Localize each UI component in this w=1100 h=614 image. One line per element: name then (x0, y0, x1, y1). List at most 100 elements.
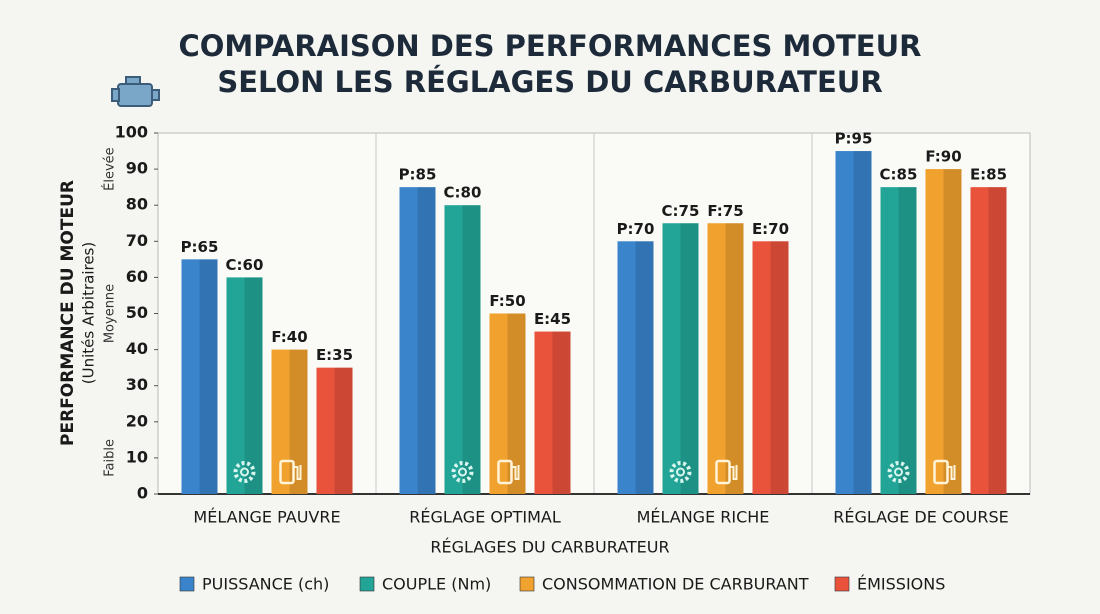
bar-shade (770, 241, 789, 494)
legend-swatch (519, 576, 535, 592)
value-label: F:50 (489, 292, 525, 310)
bar-group (835, 151, 872, 495)
bar-shade (417, 187, 436, 494)
x-tick-label: MÉLANGE RICHE (637, 508, 770, 527)
bar-group (970, 187, 1007, 494)
x-tick-label: RÉGLAGE DE COURSE (833, 508, 1009, 527)
bar (181, 259, 218, 494)
bar-shade (244, 277, 263, 494)
engine-icon (111, 76, 160, 107)
x-axis-title: RÉGLAGES DU CARBURATEUR (430, 538, 669, 557)
bar-group (489, 313, 526, 494)
fuel-icon (729, 465, 738, 480)
gear-icon (458, 467, 467, 477)
bar-shade (988, 187, 1007, 494)
y-tick-label: 80 (126, 195, 148, 214)
y-tick-label: 20 (126, 411, 148, 430)
fuel-icon (947, 465, 956, 480)
gear-icon (887, 461, 910, 483)
value-label: P:85 (399, 166, 437, 184)
bar (489, 313, 526, 494)
bar (399, 187, 436, 494)
fuel-icon (715, 459, 731, 485)
bar-shade (334, 367, 353, 494)
legend-swatch (834, 576, 850, 592)
bar (534, 331, 571, 494)
gear-icon (233, 461, 256, 483)
bar-group (271, 349, 308, 494)
bar-shade (943, 169, 962, 494)
bar-shade (507, 313, 526, 494)
bar-group (662, 223, 699, 494)
y-annotation: Moyenne (103, 284, 118, 343)
bar-shade (898, 187, 917, 494)
y-tick-label: 30 (126, 375, 148, 394)
fuel-icon (497, 459, 513, 485)
y-axis-subtitle: (Unités Arbitraires) (80, 242, 98, 384)
bar (444, 205, 481, 494)
x-tick-label: MÉLANGE PAUVRE (193, 508, 340, 527)
legend-label: ÉMISSIONS (857, 575, 945, 594)
value-label: E:45 (534, 310, 571, 328)
y-annotation: Faible (103, 439, 118, 477)
legend-label: PUISSANCE (ch) (202, 575, 329, 594)
gear-icon (669, 461, 692, 483)
value-label: F:40 (271, 328, 307, 346)
y-annotation: Élevée (102, 147, 118, 191)
bar-shade (462, 205, 481, 494)
gear-icon (240, 467, 249, 477)
bar (316, 367, 353, 494)
bar-group (880, 187, 917, 494)
bar (226, 277, 263, 494)
value-label: C:60 (226, 256, 264, 274)
bar-group (444, 205, 481, 494)
fuel-icon (293, 465, 302, 480)
bar-shade (853, 151, 872, 495)
chart-title: SELON LES RÉGLAGES DU CARBURATEUR (217, 65, 882, 99)
y-tick-label: 90 (126, 159, 148, 178)
bar-group (925, 169, 962, 494)
bar-shade (199, 259, 218, 494)
bar (707, 223, 744, 494)
y-tick-label: 50 (126, 303, 148, 322)
x-tick-label: RÉGLAGE OPTIMAL (409, 508, 561, 527)
bar-shade (680, 223, 699, 494)
gear-icon (451, 461, 474, 483)
bar (970, 187, 1007, 494)
value-label: E:35 (316, 346, 353, 364)
gear-icon (894, 467, 903, 477)
fuel-icon (279, 459, 295, 485)
fuel-icon (933, 459, 949, 485)
y-axis-title: PERFORMANCE DU MOTEUR (58, 180, 78, 446)
bar-shade (725, 223, 744, 494)
legend-label: CONSOMMATION DE CARBURANT (542, 575, 809, 594)
legend-swatch (179, 576, 195, 592)
value-label: P:65 (181, 238, 219, 256)
y-tick-label: 100 (115, 123, 148, 142)
bar-group (226, 277, 263, 494)
bar (662, 223, 699, 494)
value-label: C:75 (662, 202, 700, 220)
bar (617, 241, 654, 494)
value-label: F:90 (925, 148, 961, 166)
legend-swatch (359, 576, 375, 592)
y-tick-label: 0 (137, 484, 148, 503)
bar (835, 151, 872, 495)
legend-label: COUPLE (Nm) (382, 575, 491, 594)
bar-group (181, 259, 218, 494)
value-label: E:70 (752, 220, 789, 238)
bar-group (707, 223, 744, 494)
y-tick-label: 60 (126, 267, 148, 286)
bar-group (752, 241, 789, 494)
value-label: P:95 (835, 130, 873, 148)
bar-shade (289, 349, 308, 494)
bar (752, 241, 789, 494)
bar-group (316, 367, 353, 494)
bar-group (399, 187, 436, 494)
fuel-icon (511, 465, 520, 480)
y-tick-label: 10 (126, 447, 148, 466)
value-label: C:85 (880, 166, 918, 184)
value-label: E:85 (970, 166, 1007, 184)
bar-shade (635, 241, 654, 494)
